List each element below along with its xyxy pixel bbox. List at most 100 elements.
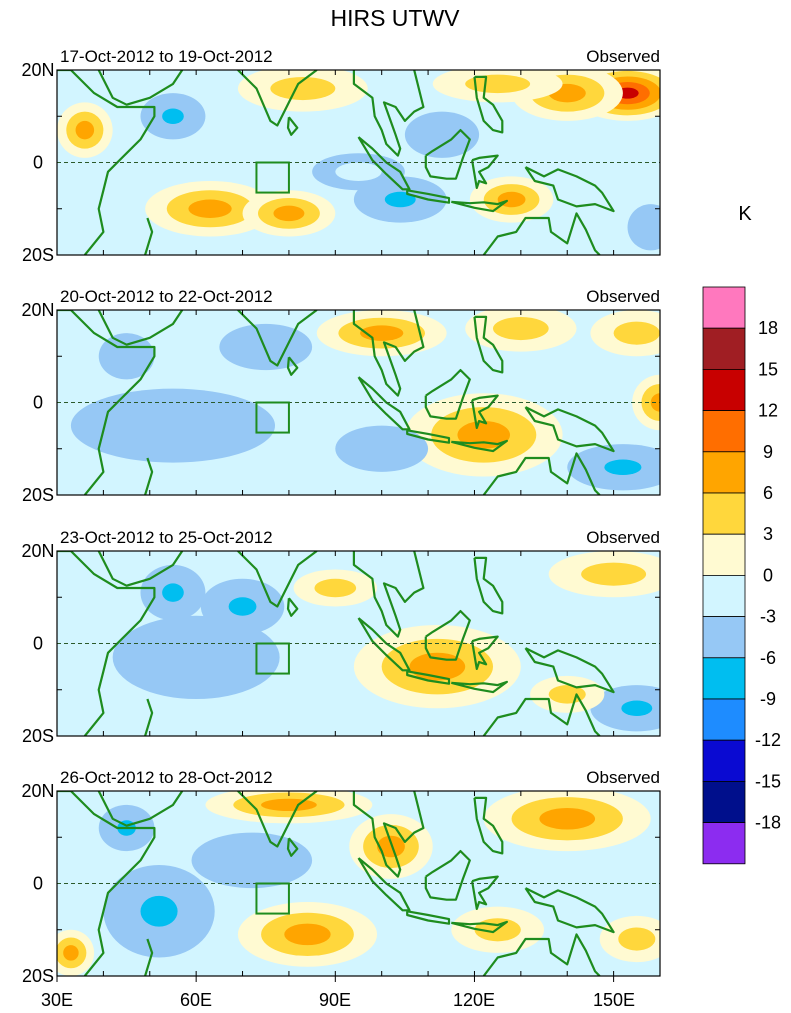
y-tick-label: 20N (21, 781, 54, 801)
coast-borneo (424, 609, 471, 661)
coast-newguinea (524, 647, 615, 694)
map-panel: 26-Oct-2012 to 28-Oct-2012 Observed 20N 0 20… (21, 768, 661, 986)
region-box (255, 642, 290, 675)
coast-arabia (97, 551, 184, 587)
anomaly-contour (384, 191, 416, 208)
y-tick-label: 0 (33, 153, 43, 173)
coast-india (237, 310, 318, 367)
anomaly-contour (377, 835, 405, 858)
y-tick-label: 0 (33, 393, 43, 413)
x-tick-label-30e: 30E (41, 990, 73, 1010)
colorbar-bin (702, 781, 746, 824)
colorbar-label: 3 (763, 524, 773, 544)
coast-madagascar (144, 217, 154, 255)
coast-philippines (473, 315, 504, 374)
coast-lesser-sunda (451, 920, 508, 934)
panel-observed-label: Observed (586, 47, 660, 66)
panel-period: 26-Oct-2012 to 28-Oct-2012 (60, 768, 273, 787)
coast-sumatra (357, 376, 411, 431)
coast-sulawesi (471, 394, 499, 429)
colorbar-bin (702, 327, 746, 370)
coast-sulawesi (471, 635, 499, 671)
coast-madagascar (144, 938, 154, 976)
panel-observed-label: Observed (586, 287, 660, 306)
coast-india (237, 70, 318, 127)
coast-sulawesi (471, 875, 499, 911)
coast-australia (482, 693, 601, 736)
anomaly-contour (457, 421, 511, 449)
coast-australia (482, 933, 601, 976)
coast-africa (57, 310, 156, 495)
colorbar-label: -18 (755, 813, 781, 833)
colorbar-label: 15 (758, 359, 778, 379)
region-box (255, 401, 290, 434)
coast-lesser-sunda (451, 439, 508, 453)
coast-philippines (473, 796, 504, 855)
y-tick-label: 20N (21, 60, 54, 80)
anomaly-contour (162, 583, 184, 602)
x-axis: 30E 60E 90E 120E 150E (41, 976, 635, 1010)
anomaly-contour (284, 923, 331, 946)
anomaly-contour (493, 316, 549, 341)
region-box (255, 161, 290, 194)
anomaly-contour (261, 798, 317, 812)
x-tick-label-120e: 120E (453, 990, 495, 1010)
coast-java (406, 910, 451, 925)
coast-indochina (352, 551, 425, 638)
anomaly-contour (270, 76, 336, 101)
colorbar-label: -15 (755, 771, 781, 791)
coast-arabia (97, 791, 184, 827)
panel-frame (56, 790, 661, 977)
x-tick-label-60e: 60E (180, 990, 212, 1010)
anomaly-contour (618, 927, 656, 951)
x-tick-label-150e: 150E (593, 990, 635, 1010)
anomaly-contour (231, 851, 272, 870)
panel-observed-label: Observed (586, 528, 660, 547)
anomaly-contour (273, 205, 305, 222)
y-tick-label: 20N (21, 300, 54, 320)
y-tick-label: 20S (22, 966, 54, 986)
y-tick-label: 0 (33, 634, 43, 654)
y-tick-label: 20S (22, 245, 54, 265)
anomaly-contour (63, 945, 79, 961)
anomaly-contour (154, 636, 238, 679)
colorbar-label: 12 (758, 401, 778, 421)
colorbar-label: -9 (760, 689, 776, 709)
colorbar-units: K (738, 203, 752, 225)
colorbar-label: -12 (755, 730, 781, 750)
map-panel: 17-Oct-2012 to 19-Oct-2012 Observed 20N 0 20… (21, 47, 661, 265)
panel-frame (56, 69, 661, 256)
coast-indochina (352, 70, 425, 157)
coast-madagascar (144, 698, 154, 736)
coast-africa (57, 791, 156, 976)
anomaly-contour (358, 437, 405, 461)
colorbar-label: 0 (763, 565, 773, 585)
anomaly-fields (112, 551, 660, 732)
coast-srilanka (286, 356, 299, 376)
map-panel: 23-Oct-2012 to 25-Oct-2012 Observed 20N 0 20… (21, 528, 661, 746)
y-tick-label: 0 (33, 874, 43, 894)
colorbar-bin (702, 286, 746, 329)
colorbar-bin (702, 368, 746, 411)
coast-arabia (97, 70, 184, 106)
colorbar-bin (702, 739, 746, 782)
x-tick-label-90e: 90E (319, 990, 351, 1010)
colorbar-bin (702, 533, 746, 576)
coast-australia (482, 212, 601, 255)
y-tick-label: 20N (21, 541, 54, 561)
colorbar-bin (702, 822, 746, 865)
anomaly-contour (613, 321, 660, 345)
colorbar-labels: 18 15 12 9 6 3 0 -3 -6 -9 -12 -15 -18 (755, 318, 781, 832)
panel-observed-label: Observed (586, 768, 660, 787)
coast-philippines (473, 75, 504, 134)
anomaly-contour (228, 597, 257, 616)
anomaly-fields (70, 310, 660, 491)
coast-srilanka (286, 597, 299, 617)
colorbar-bin (702, 410, 746, 453)
coast-africa (57, 70, 156, 255)
anomaly-contour (162, 108, 184, 124)
colorbar-label: 18 (758, 318, 778, 338)
coast-borneo (424, 849, 471, 901)
coast-borneo (424, 129, 471, 180)
coast-sulawesi (471, 154, 499, 189)
